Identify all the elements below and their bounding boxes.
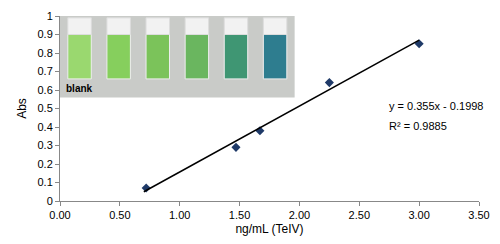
svg-text:0.4: 0.4 — [38, 121, 53, 133]
svg-text:0.6: 0.6 — [38, 84, 53, 96]
svg-text:0.9: 0.9 — [38, 28, 53, 40]
svg-text:ng/mL (TeIV): ng/mL (TeIV) — [235, 222, 303, 236]
svg-text:blank: blank — [66, 83, 93, 94]
svg-text:0.00: 0.00 — [49, 209, 70, 221]
svg-text:1.50: 1.50 — [229, 209, 250, 221]
svg-text:2.00: 2.00 — [289, 209, 310, 221]
svg-text:0.3: 0.3 — [38, 139, 53, 151]
svg-text:0.1: 0.1 — [38, 176, 53, 188]
svg-text:0: 0 — [47, 195, 53, 207]
svg-text:1.00: 1.00 — [169, 209, 190, 221]
svg-text:R² = 0.9885: R² = 0.9885 — [389, 120, 447, 132]
svg-text:y = 0.355x - 0.1998: y = 0.355x - 0.1998 — [389, 100, 483, 112]
svg-text:3.50: 3.50 — [468, 209, 489, 221]
svg-text:2.50: 2.50 — [349, 209, 370, 221]
svg-text:0.7: 0.7 — [38, 65, 53, 77]
svg-text:0.5: 0.5 — [38, 102, 53, 114]
svg-text:Abs: Abs — [15, 98, 29, 119]
svg-text:0.8: 0.8 — [38, 47, 53, 59]
svg-text:3.00: 3.00 — [408, 209, 429, 221]
svg-text:0.2: 0.2 — [38, 158, 53, 170]
svg-text:0.50: 0.50 — [109, 209, 130, 221]
svg-text:1: 1 — [47, 10, 53, 22]
